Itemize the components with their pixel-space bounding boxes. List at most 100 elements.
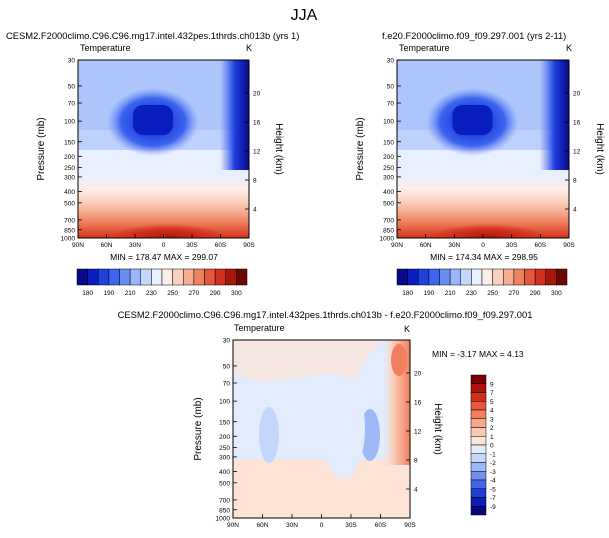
colorbar-swatch (470, 374, 487, 384)
x-tick-label: 0 (320, 522, 324, 529)
figure-title: JJA (291, 7, 318, 24)
y-tick-label: 70 (223, 381, 231, 388)
y-tick-label: 150 (64, 139, 75, 146)
y-tick-label: 700 (383, 217, 394, 224)
y-tick-label: 150 (219, 419, 230, 426)
y-tick-label: 300 (383, 174, 394, 181)
y-tick-label: 850 (383, 227, 394, 234)
x-tick-label: 30S (186, 242, 198, 249)
x-tick-label: 90N (227, 522, 239, 529)
colorbar-swatch (439, 268, 451, 286)
y-axis-label: Pressure (mb) (36, 117, 47, 180)
colorbar-label: 1 (490, 434, 494, 441)
colorbar-label: 5 (490, 399, 494, 406)
colorbar-label: -5 (490, 486, 496, 493)
colorbar-swatch (129, 268, 141, 286)
colorbar-label: 180 (402, 290, 413, 297)
x-tick-label: 30N (286, 522, 298, 529)
colorbar-label: -7 (490, 495, 496, 502)
colorbar-swatch (225, 268, 237, 286)
x-tick-label: 60S (535, 242, 547, 249)
colorbar-swatch (470, 506, 487, 516)
x-tick-label: 0 (162, 242, 166, 249)
x-tick-label: 60N (257, 522, 269, 529)
colorbar-label: 2 (490, 425, 494, 432)
colorbar-swatch (172, 268, 184, 286)
colorbar-label: 290 (530, 290, 541, 297)
y-tick-label: 250 (383, 165, 394, 172)
y2-tick-label: 4 (573, 207, 577, 214)
colorbar-label: 9 (490, 381, 494, 388)
colorbar-diff: 9 7 5 43 2 1 0-1 -2 -3 -4-5 -7 -9 (470, 374, 496, 516)
colorbar-swatch (449, 268, 461, 286)
y2-tick-label: 20 (414, 371, 422, 378)
colorbar-label: 270 (508, 290, 519, 297)
y2-tick-label: 20 (253, 91, 261, 98)
colorbar-label: 190 (423, 290, 434, 297)
colorbar-swatch (108, 268, 120, 286)
colorbar-swatch (76, 268, 88, 286)
y2-tick-label: 12 (414, 429, 422, 436)
y-tick-label: 700 (219, 497, 230, 504)
x-tick-label: 60N (101, 242, 113, 249)
colorbar-swatch (87, 268, 99, 286)
y-tick-label: 100 (219, 399, 230, 406)
colorbar-swatch (481, 268, 493, 286)
x-tick-label: 60N (420, 242, 432, 249)
colorbar-swatch (470, 497, 487, 507)
x-tick-label: 30N (129, 242, 141, 249)
colorbar-label: 300 (551, 290, 562, 297)
panel-title: f.e20.F2000climo.f09_f09.297.001 (yrs 2-… (382, 30, 566, 41)
variable-label: Temperature (234, 323, 285, 333)
y-tick-label: 1000 (380, 236, 395, 243)
colorbar-label: 3 (490, 416, 494, 423)
colorbar-swatch (503, 268, 515, 286)
x-tick-label: 90N (391, 242, 403, 249)
y-tick-label: 50 (223, 364, 231, 371)
panel-diff: CESM2.F2000climo.C96.C96.mg17.intel.432p… (118, 309, 533, 529)
colorbar-swatch (556, 268, 568, 286)
colorbar-swatch (193, 268, 205, 286)
y-tick-label: 250 (64, 165, 75, 172)
y-axis-label: Pressure (mb) (193, 397, 204, 460)
colorbar-swatch (470, 462, 487, 472)
y-tick-label: 200 (219, 434, 230, 441)
y-tick-label: 1000 (61, 236, 76, 243)
y-tick-label: 300 (64, 174, 75, 181)
y2-tick-label: 16 (414, 400, 422, 407)
colorbar-label: -1 (490, 451, 496, 458)
variable-label: Temperature (80, 43, 131, 53)
y2-tick-label: 4 (253, 207, 257, 214)
colorbar-model: 180 190 210 230 250 270 290 300 (76, 268, 248, 297)
colorbar-label: 180 (82, 290, 93, 297)
y2-tick-label: 4 (414, 487, 418, 494)
colorbar-swatch (492, 268, 504, 286)
panel-obs: f.e20.F2000climo.f09_f09.297.001 (yrs 2-… (355, 30, 605, 262)
x-tick-label: 60S (375, 522, 387, 529)
panel-title: CESM2.F2000climo.C96.C96.mg17.intel.432p… (118, 309, 533, 320)
y-tick-label: 30 (223, 338, 231, 345)
panel-model: CESM2.F2000climo.C96.C96.mg17.intel.432p… (6, 30, 299, 262)
colorbar-label: 270 (188, 290, 199, 297)
colorbar-swatch (470, 418, 487, 428)
colorbar-swatch (470, 383, 487, 393)
colorbar-label: 7 (490, 390, 494, 397)
stats-label: MIN = 174.34 MAX = 298.95 (430, 252, 538, 262)
colorbar-swatch (119, 268, 131, 286)
colorbar-swatch (471, 268, 483, 286)
variable-label: Temperature (399, 43, 450, 53)
x-tick-label: 30N (448, 242, 460, 249)
units-label: K (566, 43, 572, 53)
colorbar-label: 300 (231, 290, 242, 297)
colorbar-label: -9 (490, 504, 496, 511)
colorbar-label: 210 (445, 290, 456, 297)
y-tick-label: 850 (64, 227, 75, 234)
y-tick-label: 200 (64, 154, 75, 161)
colorbar-swatch (470, 453, 487, 463)
x-tick-label: 0 (481, 242, 485, 249)
colorbar-label: 250 (487, 290, 498, 297)
colorbar-label: 190 (103, 290, 114, 297)
y-tick-label: 30 (387, 58, 395, 65)
y-tick-label: 70 (68, 101, 76, 108)
